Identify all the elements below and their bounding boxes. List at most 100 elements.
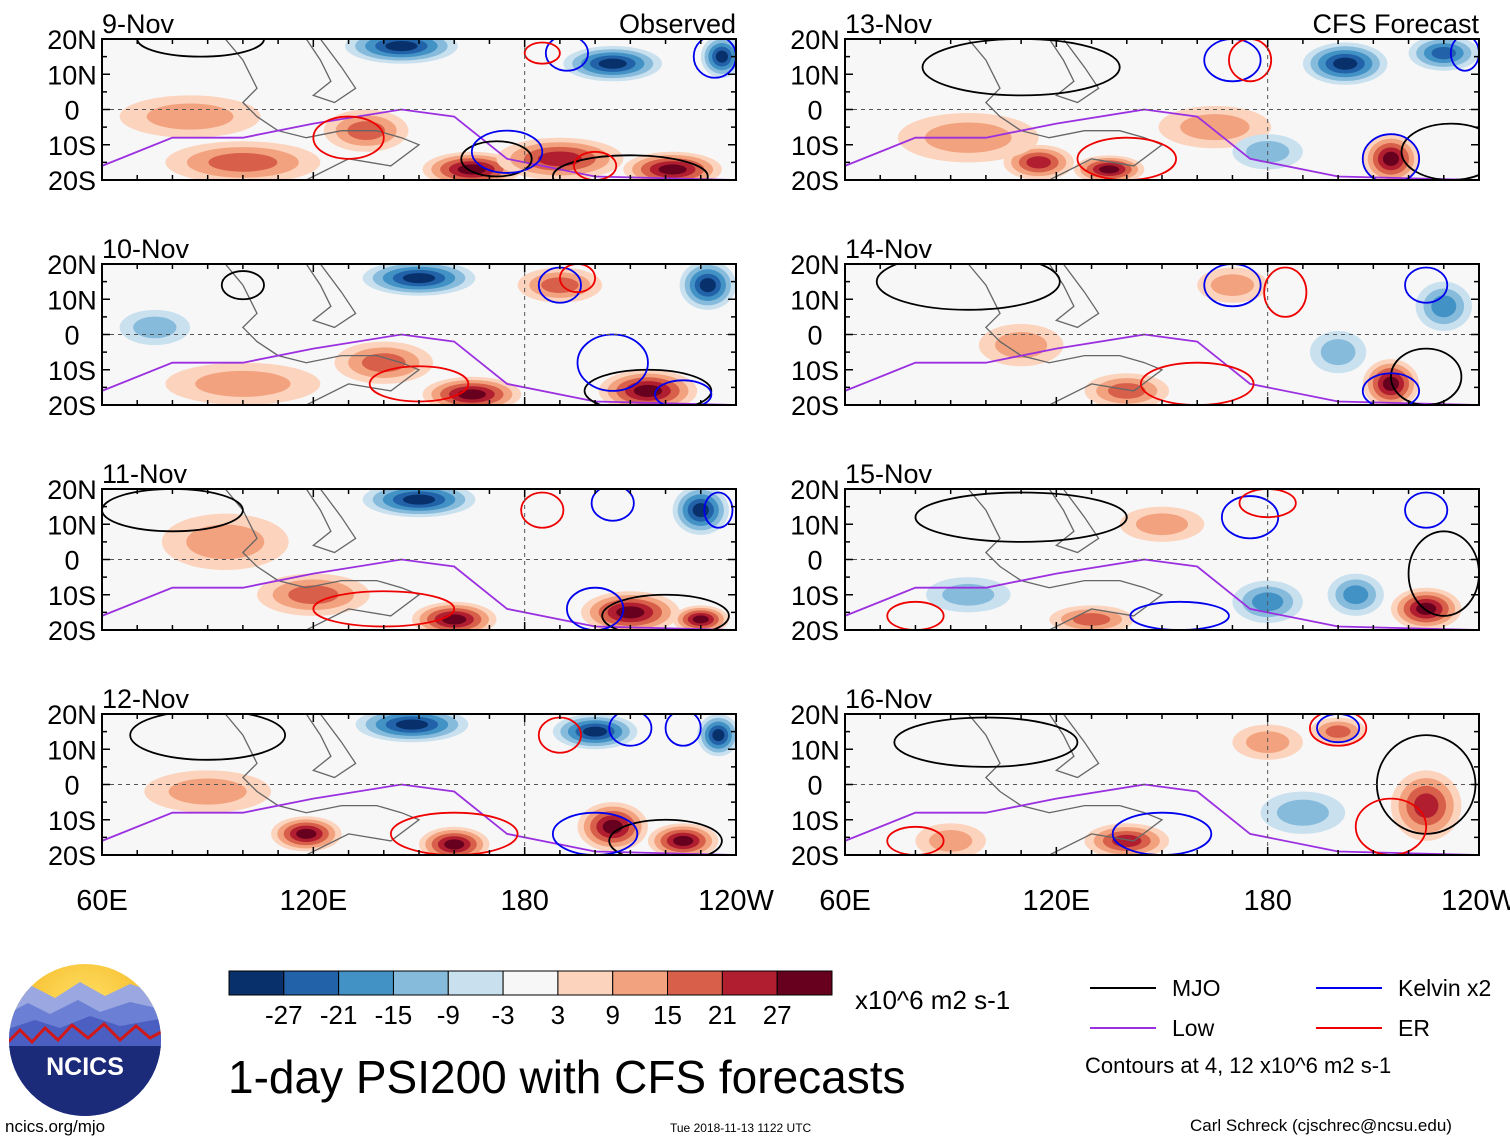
field-anomaly <box>1382 376 1399 391</box>
field-anomaly <box>133 316 177 339</box>
y-tick-label: 10N <box>47 735 97 765</box>
y-tick-label: 20N <box>790 25 840 55</box>
field-anomaly <box>402 273 436 284</box>
field-anomaly <box>1325 725 1351 738</box>
panel-date: 15-Nov <box>845 459 933 489</box>
colorbar-swatch <box>228 970 285 996</box>
contour-line <box>470 129 544 174</box>
y-tick-label: 0 <box>807 321 822 351</box>
y-tick-label: 20N <box>47 25 97 55</box>
x-tick-label: 120E <box>279 885 347 917</box>
contour-line <box>1238 489 1297 519</box>
field-anomaly <box>928 830 973 852</box>
contour-line <box>654 379 713 405</box>
coastline <box>1048 489 1100 554</box>
y-tick-label: 20N <box>790 250 840 280</box>
y-tick-label: 0 <box>64 321 79 351</box>
field-anomaly <box>692 503 709 518</box>
field-anomaly <box>1333 57 1358 70</box>
field-anomaly <box>168 778 247 805</box>
legend-label: Low <box>1172 1015 1215 1041</box>
coastline <box>967 39 1164 180</box>
y-tick-label: 10N <box>47 60 97 90</box>
field-anomaly <box>385 41 418 52</box>
contour-line <box>601 593 730 630</box>
contour-line <box>102 489 244 533</box>
colorbar-label: -9 <box>437 1000 460 1030</box>
contour-line <box>664 714 702 747</box>
coastline <box>1048 39 1100 104</box>
contour-line <box>886 600 945 630</box>
contour-line <box>590 489 635 522</box>
panel-date: 10-Nov <box>102 234 190 264</box>
legend-label: MJO <box>1172 975 1221 1001</box>
y-tick-label: 20N <box>47 250 97 280</box>
field-anomaly <box>602 819 623 834</box>
field-anomaly <box>715 50 728 63</box>
x-tick-label: 120W <box>1441 885 1510 917</box>
field-anomaly <box>1343 585 1369 605</box>
y-tick-label: 20N <box>47 475 97 505</box>
field-anomaly <box>1180 114 1250 141</box>
y-tick-label: 10S <box>48 581 96 611</box>
coastline <box>224 489 421 630</box>
field-anomaly <box>208 152 278 172</box>
colorbar-label: 21 <box>708 1000 737 1030</box>
colorbar-swatch <box>667 970 723 996</box>
colorbar-swatch <box>612 970 669 996</box>
field-anomaly <box>1413 793 1439 818</box>
field-anomaly <box>1276 799 1329 826</box>
field-anomaly <box>457 389 486 400</box>
contour-line <box>1449 39 1479 72</box>
field-anomaly <box>296 828 317 839</box>
field-anomaly <box>1210 274 1255 296</box>
colorbar-label: 27 <box>763 1000 792 1030</box>
contour-line <box>544 39 589 72</box>
y-tick-label: 20S <box>48 841 96 871</box>
x-tick-label: 180 <box>500 885 548 917</box>
colorbar-label: 9 <box>605 1000 619 1030</box>
contour-line <box>1139 361 1255 405</box>
field-anomaly <box>1072 613 1111 626</box>
contour-line <box>886 825 945 855</box>
contour-line <box>921 39 1121 97</box>
contour-line <box>1129 600 1230 630</box>
contour-line <box>1309 714 1368 747</box>
x-tick-label: 60E <box>819 885 871 917</box>
field-anomaly <box>541 277 579 293</box>
field-anomaly <box>1099 165 1120 174</box>
contour-line <box>136 39 265 58</box>
field-anomaly <box>673 835 694 846</box>
y-tick-label: 10S <box>791 581 839 611</box>
contour-line <box>1203 264 1262 308</box>
field-anomaly <box>712 729 725 742</box>
field-anomaly <box>146 103 234 130</box>
panel-date: 13-Nov <box>845 9 933 39</box>
colorbar-swatch <box>776 970 833 996</box>
contour-line <box>460 140 533 178</box>
site-url[interactable]: ncics.org/mjo <box>5 1117 106 1136</box>
y-tick-label: 20S <box>791 841 839 871</box>
y-tick-label: 10S <box>791 131 839 161</box>
panel-9-nov: 9-Nov Observed 20N 10N 0 10S 20S <box>47 9 737 196</box>
ncics-logo-text: NCICS <box>46 1053 124 1081</box>
colorbar-swatch <box>721 970 778 996</box>
legend-label: ER <box>1398 1015 1430 1041</box>
field-anomaly <box>1135 513 1189 536</box>
field-anomaly <box>1320 339 1356 366</box>
field-anomaly <box>395 719 429 730</box>
contour-line <box>1076 136 1177 180</box>
y-tick-label: 10S <box>48 806 96 836</box>
y-tick-label: 20S <box>48 616 96 646</box>
contour-line <box>1361 372 1421 405</box>
field-anomaly <box>195 370 291 397</box>
field-anomaly <box>442 614 467 625</box>
contour-line <box>608 714 653 747</box>
y-tick-label: 20N <box>790 475 840 505</box>
ncics-logo: NCICS <box>9 964 161 1116</box>
